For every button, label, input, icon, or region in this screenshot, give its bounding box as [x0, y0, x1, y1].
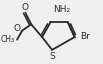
Text: CH₃: CH₃: [0, 35, 15, 44]
Text: Br: Br: [80, 32, 90, 41]
Text: O: O: [13, 24, 20, 33]
Text: NH₂: NH₂: [53, 5, 70, 14]
Text: O: O: [22, 3, 29, 12]
Text: S: S: [49, 52, 55, 61]
